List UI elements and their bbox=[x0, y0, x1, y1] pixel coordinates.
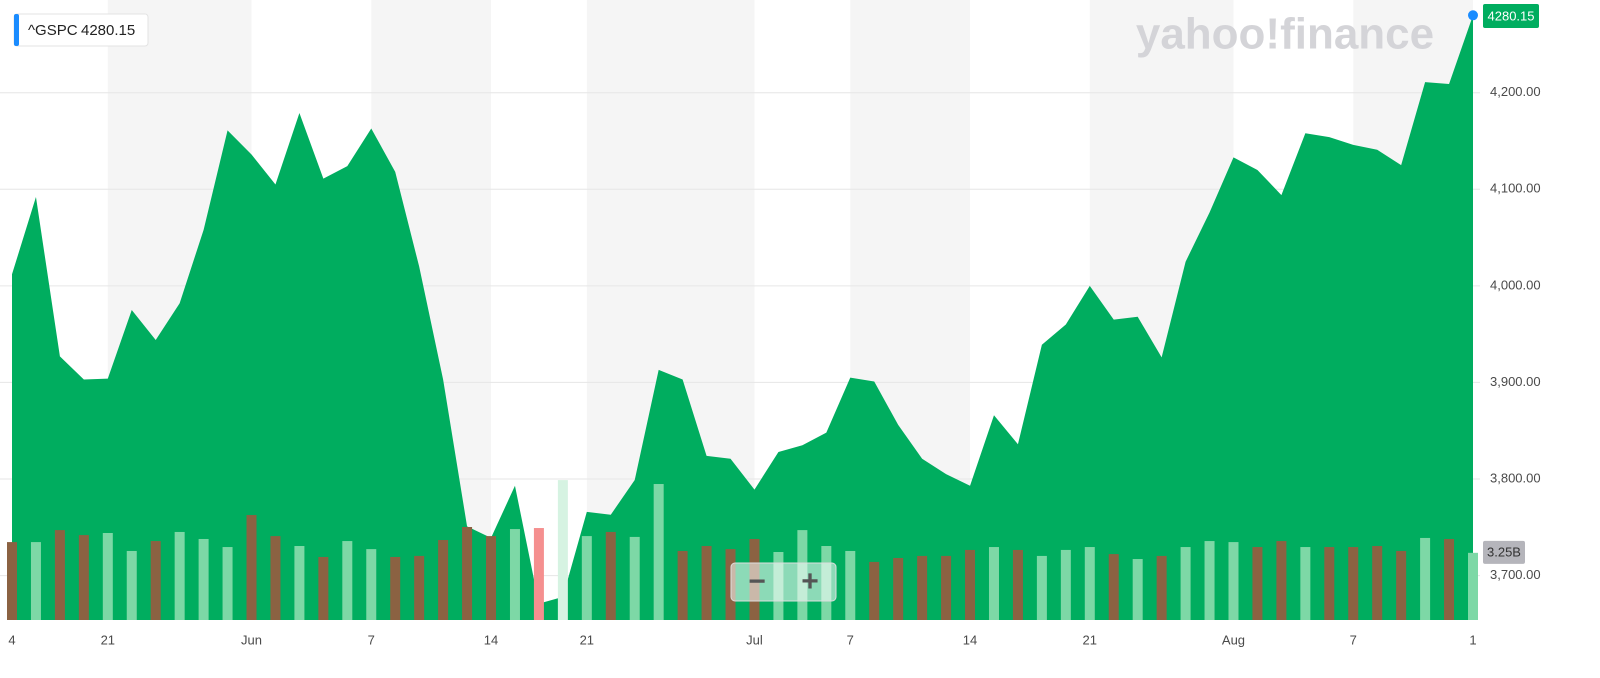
y-tick-label: 3,800.00 bbox=[1490, 470, 1541, 485]
volume-bar bbox=[869, 561, 880, 620]
volume-bar bbox=[1132, 559, 1143, 620]
zoom-panel bbox=[730, 562, 837, 602]
volume-bar bbox=[1276, 541, 1287, 620]
last-price-box bbox=[1483, 4, 1539, 28]
volume-bar bbox=[1060, 549, 1071, 620]
zoom-in[interactable]: + bbox=[801, 565, 819, 598]
volume-bar bbox=[102, 532, 113, 620]
last-price-dot bbox=[1468, 10, 1478, 21]
x-tick-label: 21 bbox=[101, 632, 115, 647]
volume-bar bbox=[893, 558, 904, 620]
legend-swatch bbox=[14, 14, 19, 46]
volume-bar bbox=[1180, 547, 1191, 620]
x-tick-label: 7 bbox=[847, 632, 854, 647]
x-tick-label: Aug bbox=[1222, 632, 1245, 647]
last-price-label: 4280.15 bbox=[1488, 8, 1535, 23]
volume-bar bbox=[1468, 552, 1478, 620]
volume-bar bbox=[318, 556, 329, 620]
x-tick-label: 14 bbox=[963, 632, 977, 647]
volume-bar bbox=[1324, 547, 1335, 620]
volume-bar bbox=[438, 540, 449, 620]
x-tick-label: Jul bbox=[746, 632, 763, 647]
volume-marker-box bbox=[1483, 540, 1525, 564]
volume-bar bbox=[1396, 550, 1407, 620]
volume-bar bbox=[486, 536, 497, 620]
volume-bar bbox=[1084, 547, 1095, 620]
volume-bar bbox=[701, 546, 712, 620]
volume-bar bbox=[294, 546, 305, 620]
x-tick-label: 21 bbox=[580, 632, 594, 647]
volume-bar bbox=[390, 556, 401, 620]
volume-bar bbox=[150, 541, 161, 620]
x-tick-label: 21 bbox=[1083, 632, 1097, 647]
zoom-out[interactable]: − bbox=[748, 565, 766, 598]
volume-bar bbox=[605, 531, 616, 620]
volume-bar bbox=[1300, 547, 1311, 620]
volume-bar bbox=[246, 515, 257, 620]
volume-bar bbox=[1228, 542, 1239, 620]
y-tick-label: 4,100.00 bbox=[1490, 181, 1541, 196]
volume-bar bbox=[1348, 547, 1359, 620]
volume-bar bbox=[78, 535, 89, 620]
volume-bar bbox=[198, 538, 209, 620]
volume-bar bbox=[965, 549, 976, 620]
price-area bbox=[12, 15, 1473, 621]
watermark: yahoo!finance bbox=[1136, 10, 1434, 59]
volume-bar bbox=[342, 541, 353, 620]
volume-bar bbox=[7, 542, 17, 620]
volume-bar bbox=[557, 480, 568, 620]
legend: ^GSPC 4280.15 bbox=[13, 13, 149, 47]
volume-bar bbox=[126, 550, 137, 620]
volume-bar bbox=[845, 550, 856, 620]
volume-bar bbox=[1108, 554, 1119, 620]
volume-bar bbox=[1036, 555, 1047, 620]
volume-bar bbox=[366, 549, 377, 620]
x-tick-label: 4 bbox=[8, 632, 15, 647]
volume-bar bbox=[1252, 547, 1263, 620]
volume-bar bbox=[1156, 555, 1167, 620]
zoom-controls: − + bbox=[730, 562, 837, 602]
x-tick-label: 7 bbox=[1350, 632, 1357, 647]
legend-value: 4280.15 bbox=[81, 22, 135, 39]
legend-name: ^GSPC bbox=[28, 22, 78, 39]
volume-bar bbox=[1204, 541, 1215, 620]
volume-bar bbox=[677, 550, 688, 620]
volume-bar bbox=[30, 542, 41, 620]
volume-bar bbox=[222, 547, 233, 620]
volume-bar bbox=[54, 530, 65, 620]
volume-marker-label: 3.25B bbox=[1487, 544, 1521, 559]
volume-bar bbox=[917, 555, 928, 620]
y-tick-label: 4,000.00 bbox=[1490, 277, 1541, 292]
volume-bar bbox=[629, 536, 640, 620]
volume-bar bbox=[270, 536, 281, 620]
y-tick-label: 4,200.00 bbox=[1490, 84, 1541, 99]
x-tick-label: 7 bbox=[368, 632, 375, 647]
x-tick-label: 14 bbox=[484, 632, 498, 647]
x-tick-label: 1 bbox=[1469, 632, 1476, 647]
y-tick-label: 3,700.00 bbox=[1490, 567, 1541, 582]
volume-bar bbox=[509, 529, 520, 620]
volume-bar bbox=[462, 527, 473, 620]
volume-bar bbox=[1012, 549, 1023, 620]
volume-bar bbox=[941, 555, 952, 620]
volume-bar bbox=[414, 555, 425, 620]
y-tick-label: 3,900.00 bbox=[1490, 374, 1541, 389]
volume-bar bbox=[533, 528, 544, 620]
volume-bar bbox=[1444, 538, 1455, 620]
volume-bar bbox=[653, 484, 664, 620]
volume-bar bbox=[581, 536, 592, 620]
volume-bar bbox=[988, 547, 999, 620]
volume-bar bbox=[1372, 546, 1383, 620]
volume-bar bbox=[174, 531, 185, 620]
volume-bar bbox=[1420, 537, 1431, 620]
x-tick-label: Jun bbox=[241, 632, 262, 647]
